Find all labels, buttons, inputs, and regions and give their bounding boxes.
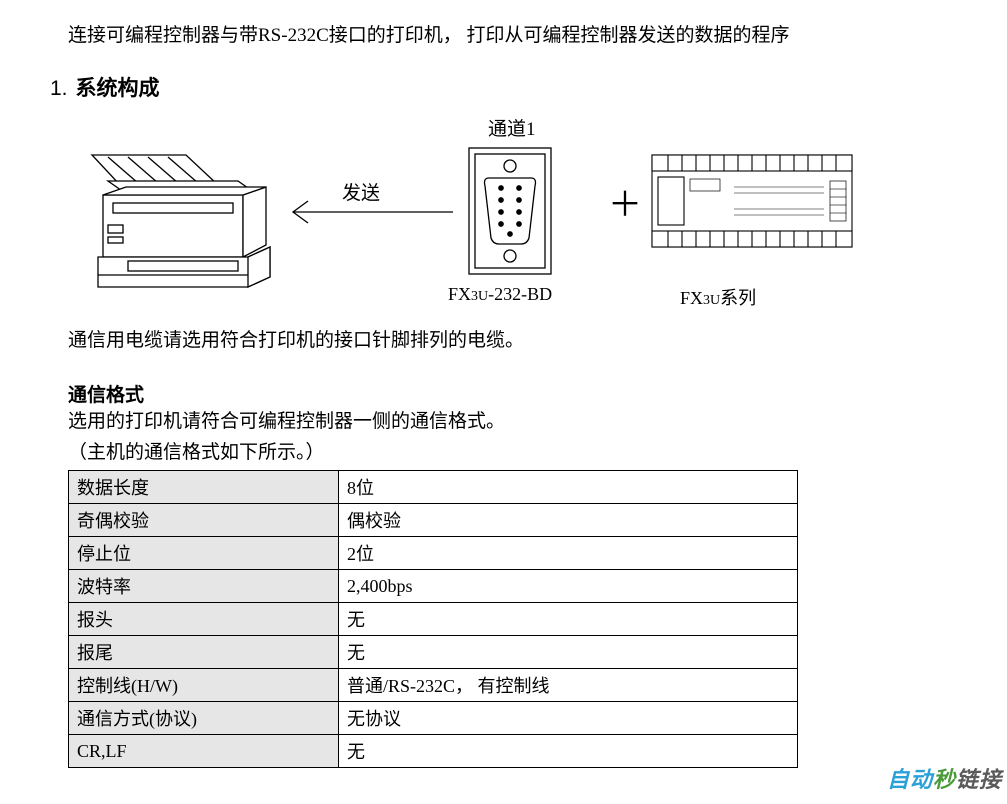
table-row: CR,LF无 [69, 735, 798, 768]
format-note-1: 选用的打印机请符合可编程控制器一侧的通信格式。 [68, 409, 967, 436]
section-title: 系统构成 [76, 77, 160, 100]
table-cell-key: 数据长度 [69, 471, 339, 504]
table-cell-key: 停止位 [69, 537, 339, 570]
table-cell-val: 无协议 [339, 702, 798, 735]
table-cell-key: CR,LF [69, 735, 339, 768]
table-row: 报头无 [69, 603, 798, 636]
printer-icon [78, 137, 278, 292]
arrow-icon [278, 197, 458, 227]
table-row: 报尾无 [69, 636, 798, 669]
connector-caption: FX3U-232-BD [448, 284, 552, 305]
format-note-2: （主机的通信格式如下所示。） [68, 440, 967, 467]
table-row: 控制线(H/W)普通/RS-232C， 有控制线 [69, 669, 798, 702]
table-row: 数据长度8位 [69, 471, 798, 504]
intro-text: 连接可编程控制器与带RS-232C接口的打印机， 打印从可编程控制器发送的数据的… [68, 20, 967, 47]
table-cell-key: 奇偶校验 [69, 504, 339, 537]
table-row: 奇偶校验偶校验 [69, 504, 798, 537]
plc-caption: FX3U系列 [680, 284, 756, 310]
comm-format-table: 数据长度8位奇偶校验偶校验停止位2位波特率2,400bps报头无报尾无控制线(H… [68, 470, 798, 768]
watermark-part3: 链接 [956, 767, 1002, 792]
table-row: 波特率2,400bps [69, 570, 798, 603]
watermark-part2: 秒 [933, 767, 956, 792]
table-row: 停止位2位 [69, 537, 798, 570]
table-cell-key: 报头 [69, 603, 339, 636]
format-heading: 通信格式 [68, 380, 967, 407]
table-cell-key: 波特率 [69, 570, 339, 603]
section-number: 1. [50, 77, 68, 100]
section-heading: 1. 系统构成 [50, 72, 967, 102]
table-cell-val: 无 [339, 636, 798, 669]
table-cell-key: 通信方式(协议) [69, 702, 339, 735]
table-cell-val: 普通/RS-232C， 有控制线 [339, 669, 798, 702]
plus-icon: ＋ [608, 177, 642, 226]
system-diagram: 通道1 发送 ＋ [68, 122, 967, 317]
watermark: 自动秒链接 [887, 762, 1002, 794]
table-cell-val: 2,400bps [339, 570, 798, 603]
channel-label: 通道1 [488, 114, 536, 141]
watermark-part1: 自动 [887, 767, 933, 792]
table-cell-val: 无 [339, 735, 798, 768]
table-cell-val: 偶校验 [339, 504, 798, 537]
table-cell-val: 8位 [339, 471, 798, 504]
table-cell-key: 控制线(H/W) [69, 669, 339, 702]
table-cell-val: 2位 [339, 537, 798, 570]
table-row: 通信方式(协议)无协议 [69, 702, 798, 735]
plc-icon [648, 147, 858, 257]
connector-icon [463, 142, 558, 282]
cable-note: 通信用电缆请选用符合打印机的接口针脚排列的电缆。 [68, 325, 967, 352]
table-cell-key: 报尾 [69, 636, 339, 669]
table-cell-val: 无 [339, 603, 798, 636]
